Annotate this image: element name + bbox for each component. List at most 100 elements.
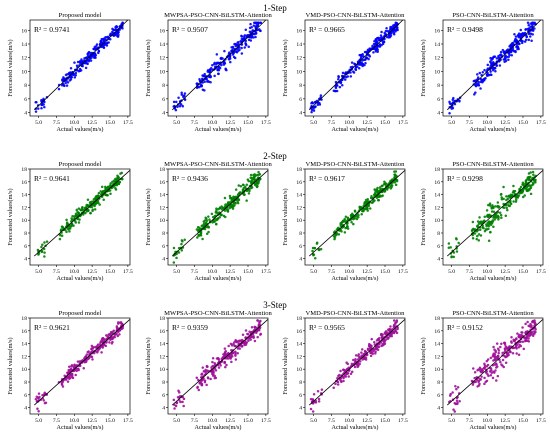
scatter-point <box>483 382 486 386</box>
scatter-point <box>452 96 455 100</box>
scatter-point <box>350 215 353 218</box>
scatter-point <box>505 206 508 210</box>
r2-label: R² = 0.9621 <box>34 323 70 332</box>
scatter-point <box>514 200 518 203</box>
x-tick-label: 17.5 <box>398 269 408 275</box>
x-tick-label: 15.0 <box>105 269 115 275</box>
scatter-point <box>490 206 493 209</box>
scatter-point <box>343 231 347 234</box>
scatter-point <box>183 238 186 241</box>
scatter-point <box>377 38 381 42</box>
scatter-point <box>258 28 261 31</box>
scatter-point <box>182 404 185 408</box>
scatter-point <box>259 21 262 24</box>
scatter-point <box>245 199 248 202</box>
y-axis-label: Forecasted values(m/s) <box>282 337 289 394</box>
scatter-point <box>40 250 44 254</box>
scatter-point <box>347 366 350 369</box>
y-tick-label: 10 <box>21 69 27 75</box>
x-tick-label: 12.5 <box>87 120 97 126</box>
x-axis-label: Actual values(m/s) <box>195 275 242 282</box>
scatter-point <box>97 197 101 200</box>
scatter-point <box>254 21 257 24</box>
scatter-point <box>454 385 457 388</box>
scatter-point <box>65 84 69 87</box>
scatter-point <box>34 110 38 113</box>
scatter-point <box>490 58 493 62</box>
scatter-point <box>508 350 511 353</box>
scatter-point <box>471 237 475 240</box>
scatter-point <box>515 337 518 340</box>
scatter-point <box>219 61 222 64</box>
scatter-point <box>234 188 238 191</box>
scatter-point <box>499 50 503 54</box>
scatter-point <box>478 71 482 75</box>
scatter-point <box>488 222 491 226</box>
scatter-point <box>73 363 76 366</box>
scatter-point <box>473 232 477 235</box>
scatter-point <box>374 41 378 44</box>
scatter-point <box>354 354 358 357</box>
scatter-point <box>95 43 99 46</box>
y-tick-label: 18 <box>159 316 165 322</box>
scatter-point <box>476 224 479 227</box>
scatter-point <box>370 337 373 341</box>
x-tick-label: 10.0 <box>69 418 79 424</box>
scatter-points <box>448 21 537 115</box>
scatter-point <box>448 112 451 115</box>
scatter-point <box>249 39 253 42</box>
scatter-point <box>218 216 221 219</box>
scatter-point <box>97 191 101 195</box>
scatter-point <box>257 170 260 174</box>
scatter-point <box>472 227 475 231</box>
scatter-point <box>180 242 183 246</box>
scatter-point <box>258 323 261 326</box>
scatter-point <box>99 340 103 343</box>
scatter-point <box>91 347 95 350</box>
scatter-point <box>104 344 108 348</box>
x-tick-label: 15.0 <box>380 418 390 424</box>
scatter-point <box>512 184 515 188</box>
scatter-point <box>81 206 84 209</box>
scatter-point <box>71 214 74 218</box>
scatter-point <box>528 330 532 333</box>
scatter-point <box>333 237 336 241</box>
scatter-point <box>455 387 458 391</box>
scatter-point <box>534 181 537 184</box>
y-tick-label: 6 <box>437 393 440 399</box>
scatter-point <box>382 341 386 344</box>
scatter-point <box>89 211 92 215</box>
scatter-point <box>523 194 526 197</box>
scatter-point <box>500 192 503 196</box>
scatter-point <box>531 170 535 174</box>
y-axis-label: Forecasted values(m/s) <box>145 188 152 245</box>
scatter-point <box>312 109 316 112</box>
x-tick-label: 12.5 <box>225 418 235 424</box>
scatter-point <box>473 370 477 374</box>
scatter-point <box>64 81 67 85</box>
scatter-point <box>68 365 71 368</box>
x-tick-label: 15.0 <box>105 120 115 126</box>
scatter-point <box>234 351 237 354</box>
scatter-point <box>233 201 237 205</box>
scatter-point <box>504 361 508 365</box>
scatter-point <box>455 250 459 253</box>
scatter-point <box>532 330 536 333</box>
panel-title: Proposed model <box>59 12 102 19</box>
y-tick-label: 12 <box>434 205 440 211</box>
scatter-point <box>490 371 494 374</box>
scatter-point <box>493 348 496 351</box>
scatter-point <box>85 203 89 207</box>
panel-title: MWPSA-PSO-CNN-BiLSTM-Attention <box>164 12 272 19</box>
scatter-point <box>43 241 46 244</box>
scatter-point <box>335 89 339 93</box>
scatter-point <box>347 375 350 378</box>
panel-title: PSO-CNN-BiLSTM-Attention <box>452 310 534 317</box>
scatter-point <box>366 50 369 53</box>
scatter-point <box>473 376 476 380</box>
scatter-point <box>522 347 526 351</box>
scatter-point <box>505 195 508 198</box>
scatter-point <box>213 361 216 365</box>
scatter-point <box>104 185 107 189</box>
scatter-point <box>495 57 499 60</box>
